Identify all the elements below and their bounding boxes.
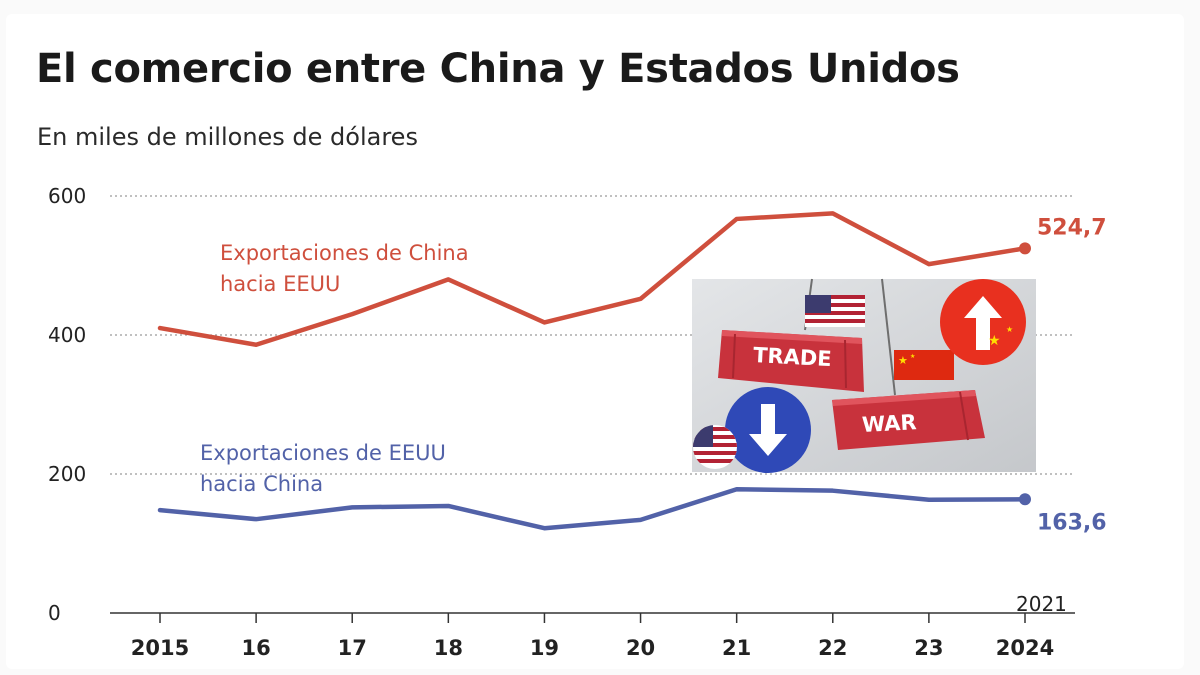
chart-title: El comercio entre China y Estados Unidos: [36, 46, 960, 92]
us-flag-icon: [805, 295, 865, 327]
year-annotation: 2021: [1016, 592, 1067, 616]
x-axis: 2015 16 17 18 19 20 21 22 23 2024: [110, 612, 1075, 660]
us-flag-circle-icon: [693, 425, 737, 469]
x-tick-label: 19: [530, 636, 559, 660]
series-label-china-line2: hacia EEUU: [220, 272, 340, 296]
y-tick-label: 200: [48, 462, 86, 486]
end-point-usa: [1019, 493, 1031, 506]
svg-text:★: ★: [988, 333, 1001, 349]
x-tick-label: 17: [338, 636, 367, 660]
end-point-china: [1019, 242, 1031, 255]
war-container: WAR: [832, 390, 985, 450]
trade-container: TRADE: [718, 330, 864, 392]
series-label-china-line1: Exportaciones de China: [220, 241, 469, 265]
arrow-down-icon: [725, 387, 811, 473]
svg-text:★: ★: [1006, 325, 1013, 334]
trade-war-image: TRADE WAR ★ ★: [692, 278, 1036, 473]
y-axis-ticks: 0 200 400 600: [48, 184, 86, 625]
war-label: WAR: [861, 410, 917, 437]
trade-label: TRADE: [753, 343, 833, 371]
cable-right: [881, 278, 896, 396]
series-group: 524,7 163,6: [157, 211, 1107, 535]
y-tick-label: 600: [48, 184, 86, 208]
series-labels: Exportaciones de China hacia EEUU Export…: [200, 241, 469, 496]
x-tick-label: 2024: [996, 636, 1054, 660]
x-tick-label: 18: [434, 636, 463, 660]
y-tick-label: 0: [48, 601, 61, 625]
svg-text:★: ★: [898, 354, 908, 367]
chart-subtitle: En miles de millones de dólares: [37, 123, 418, 151]
end-value-label-china: 524,7: [1037, 215, 1107, 240]
x-tick-label: 20: [626, 636, 655, 660]
x-tick-label: 21: [722, 636, 751, 660]
x-tick-label: 22: [818, 636, 847, 660]
x-tick-label: 23: [914, 636, 943, 660]
china-flag-icon: ★ ★: [894, 350, 954, 380]
arrow-up-icon: ★ ★: [940, 279, 1026, 365]
series-line-usa: [157, 487, 1028, 531]
series-label-usa-line1: Exportaciones de EEUU: [200, 441, 446, 465]
gridlines: [110, 195, 1075, 475]
series-label-usa-line2: hacia China: [200, 472, 323, 496]
end-value-label-usa: 163,6: [1037, 510, 1107, 535]
svg-text:★: ★: [910, 353, 915, 360]
x-tick-label: 2015: [131, 636, 189, 660]
y-tick-label: 400: [48, 323, 86, 347]
series-line-china: [157, 211, 1028, 347]
x-tick-label: 16: [241, 636, 270, 660]
